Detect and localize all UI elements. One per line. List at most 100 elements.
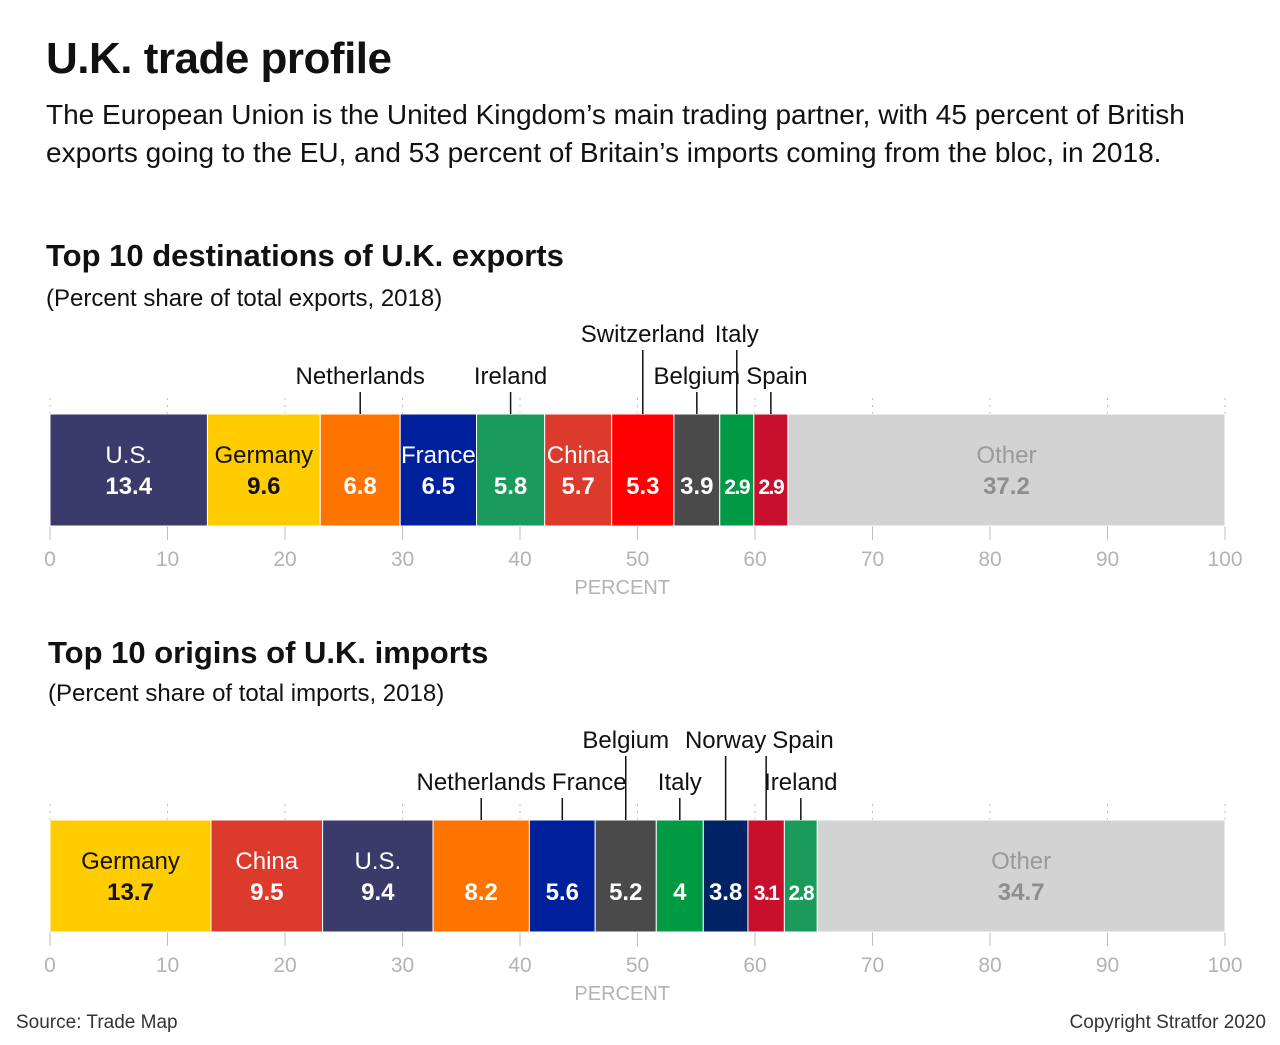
data-label: 6.5	[422, 473, 455, 500]
data-label: 5.7	[561, 473, 594, 500]
callout-label: Norway	[685, 727, 766, 754]
data-label: 2.8	[788, 882, 815, 905]
bar-segment-u-s	[49, 413, 208, 527]
data-label: 3.8	[709, 879, 742, 906]
imports-chart-title: Top 10 origins of U.K. imports	[48, 635, 489, 670]
data-label: 34.7	[998, 879, 1045, 906]
data-label: 9.4	[361, 879, 395, 906]
callout-label: Belgium	[582, 727, 669, 754]
bar-segment-ireland	[783, 819, 818, 933]
bar-segment-other	[816, 819, 1226, 933]
bar-segment-netherlands	[319, 413, 401, 527]
data-label: 5.8	[494, 473, 527, 500]
data-label: 9.5	[250, 879, 283, 906]
segment-name-label: China	[235, 848, 298, 875]
tick-label: 100	[1207, 954, 1242, 977]
data-label: 37.2	[983, 473, 1030, 500]
data-label: 9.6	[247, 473, 280, 500]
data-label: 5.3	[626, 473, 659, 500]
tick-label: 90	[1096, 954, 1119, 977]
callout-label: Ireland	[764, 769, 837, 796]
exports-chart-subtitle: (Percent share of total exports, 2018)	[46, 285, 443, 312]
tick-label: 20	[273, 548, 296, 571]
callout-label: Belgium	[653, 363, 740, 390]
segment-name-label: China	[547, 442, 610, 469]
data-label: 13.4	[105, 473, 152, 500]
bar-segment-spain	[747, 819, 785, 933]
tick-label: 60	[743, 954, 766, 977]
tick-label: 10	[156, 954, 179, 977]
data-label: 3.9	[680, 473, 713, 500]
tick-label: 30	[391, 548, 414, 571]
source-note: Source: Trade Map	[16, 1012, 178, 1033]
tick-label: 20	[273, 954, 296, 977]
bar-segment-italy	[655, 819, 704, 933]
tick-label: 40	[508, 548, 531, 571]
tick-label: 60	[743, 548, 766, 571]
data-label: 3.1	[754, 882, 781, 905]
x-axis-label: PERCENT	[574, 983, 670, 1005]
callout-label: Switzerland	[581, 321, 705, 348]
bar-segment-germany	[206, 413, 321, 527]
bar-segment-china	[544, 413, 613, 527]
tick-label: 50	[626, 548, 649, 571]
callout-label: Netherlands	[295, 363, 424, 390]
bar-segment-france	[528, 819, 596, 933]
data-label: 2.9	[724, 476, 750, 499]
segment-name-label: Germany	[81, 848, 180, 875]
data-label: 4	[673, 879, 687, 906]
callout-label: Italy	[715, 321, 759, 348]
callout-label: Spain	[746, 363, 807, 390]
imports-chart: 0 10 20 30 40 50 60 70 80 90 100 PERCENT Germany 13.7…	[44, 727, 1242, 1005]
tick-label: 10	[156, 548, 179, 571]
exports-chart: 0 10 20 30 40 50 60 70 80 90 100 PERCENT U.S. 13.4 Ger…	[44, 321, 1242, 599]
segment-name-label: U.S.	[105, 442, 152, 469]
bar-segment-norway	[702, 819, 749, 933]
tick-label: 0	[44, 548, 56, 571]
bar-segment-spain	[753, 413, 789, 527]
bar-segment-switzerland	[611, 413, 675, 527]
bar-segment-germany	[49, 819, 212, 933]
bar-segment-china	[210, 819, 324, 933]
tick-label: 80	[978, 954, 1001, 977]
data-label: 2.9	[759, 476, 785, 499]
bar-segment-netherlands	[432, 819, 530, 933]
tick-label: 50	[626, 954, 649, 977]
segment-name-label: Germany	[214, 442, 313, 469]
callout-label: Spain	[772, 727, 833, 754]
data-label: 5.6	[546, 879, 579, 906]
segment-name-label: Other	[991, 848, 1051, 875]
x-axis-label: PERCENT	[574, 577, 670, 599]
bar-segment-belgium	[673, 413, 721, 527]
callout-label: Ireland	[474, 363, 547, 390]
exports-chart-title: Top 10 destinations of U.K. exports	[46, 238, 564, 273]
bar-segment-ireland	[476, 413, 546, 527]
callout-label: Italy	[658, 769, 702, 796]
data-label: 13.7	[107, 879, 154, 906]
page-title: U.K. trade profile	[46, 34, 392, 83]
tick-label: 0	[44, 954, 56, 977]
bar-segment-france	[399, 413, 478, 527]
bar-segment-belgium	[594, 819, 657, 933]
callout-label: France	[552, 769, 627, 796]
bar-segment-italy	[719, 413, 755, 527]
tick-label: 90	[1096, 548, 1119, 571]
tick-label: 30	[391, 954, 414, 977]
tick-label: 70	[861, 954, 884, 977]
segment-name-label: France	[401, 442, 476, 469]
imports-chart-subtitle: (Percent share of total imports, 2018)	[48, 680, 445, 707]
tick-label: 40	[508, 954, 531, 977]
tick-label: 70	[861, 548, 884, 571]
bar-segment-other	[787, 413, 1226, 527]
tick-label: 80	[978, 548, 1001, 571]
bar-segment-u-s	[322, 819, 434, 933]
callout-label: Netherlands	[417, 769, 546, 796]
data-label: 5.2	[609, 879, 642, 906]
data-label: 6.8	[344, 473, 377, 500]
segment-name-label: Other	[976, 442, 1036, 469]
data-label: 8.2	[465, 879, 498, 906]
copyright-note: Copyright Stratfor 2020	[1069, 1012, 1266, 1033]
tick-label: 100	[1207, 548, 1242, 571]
segment-name-label: U.S.	[354, 848, 401, 875]
page-subtitle: The European Union is the United Kingdom…	[46, 99, 1185, 168]
